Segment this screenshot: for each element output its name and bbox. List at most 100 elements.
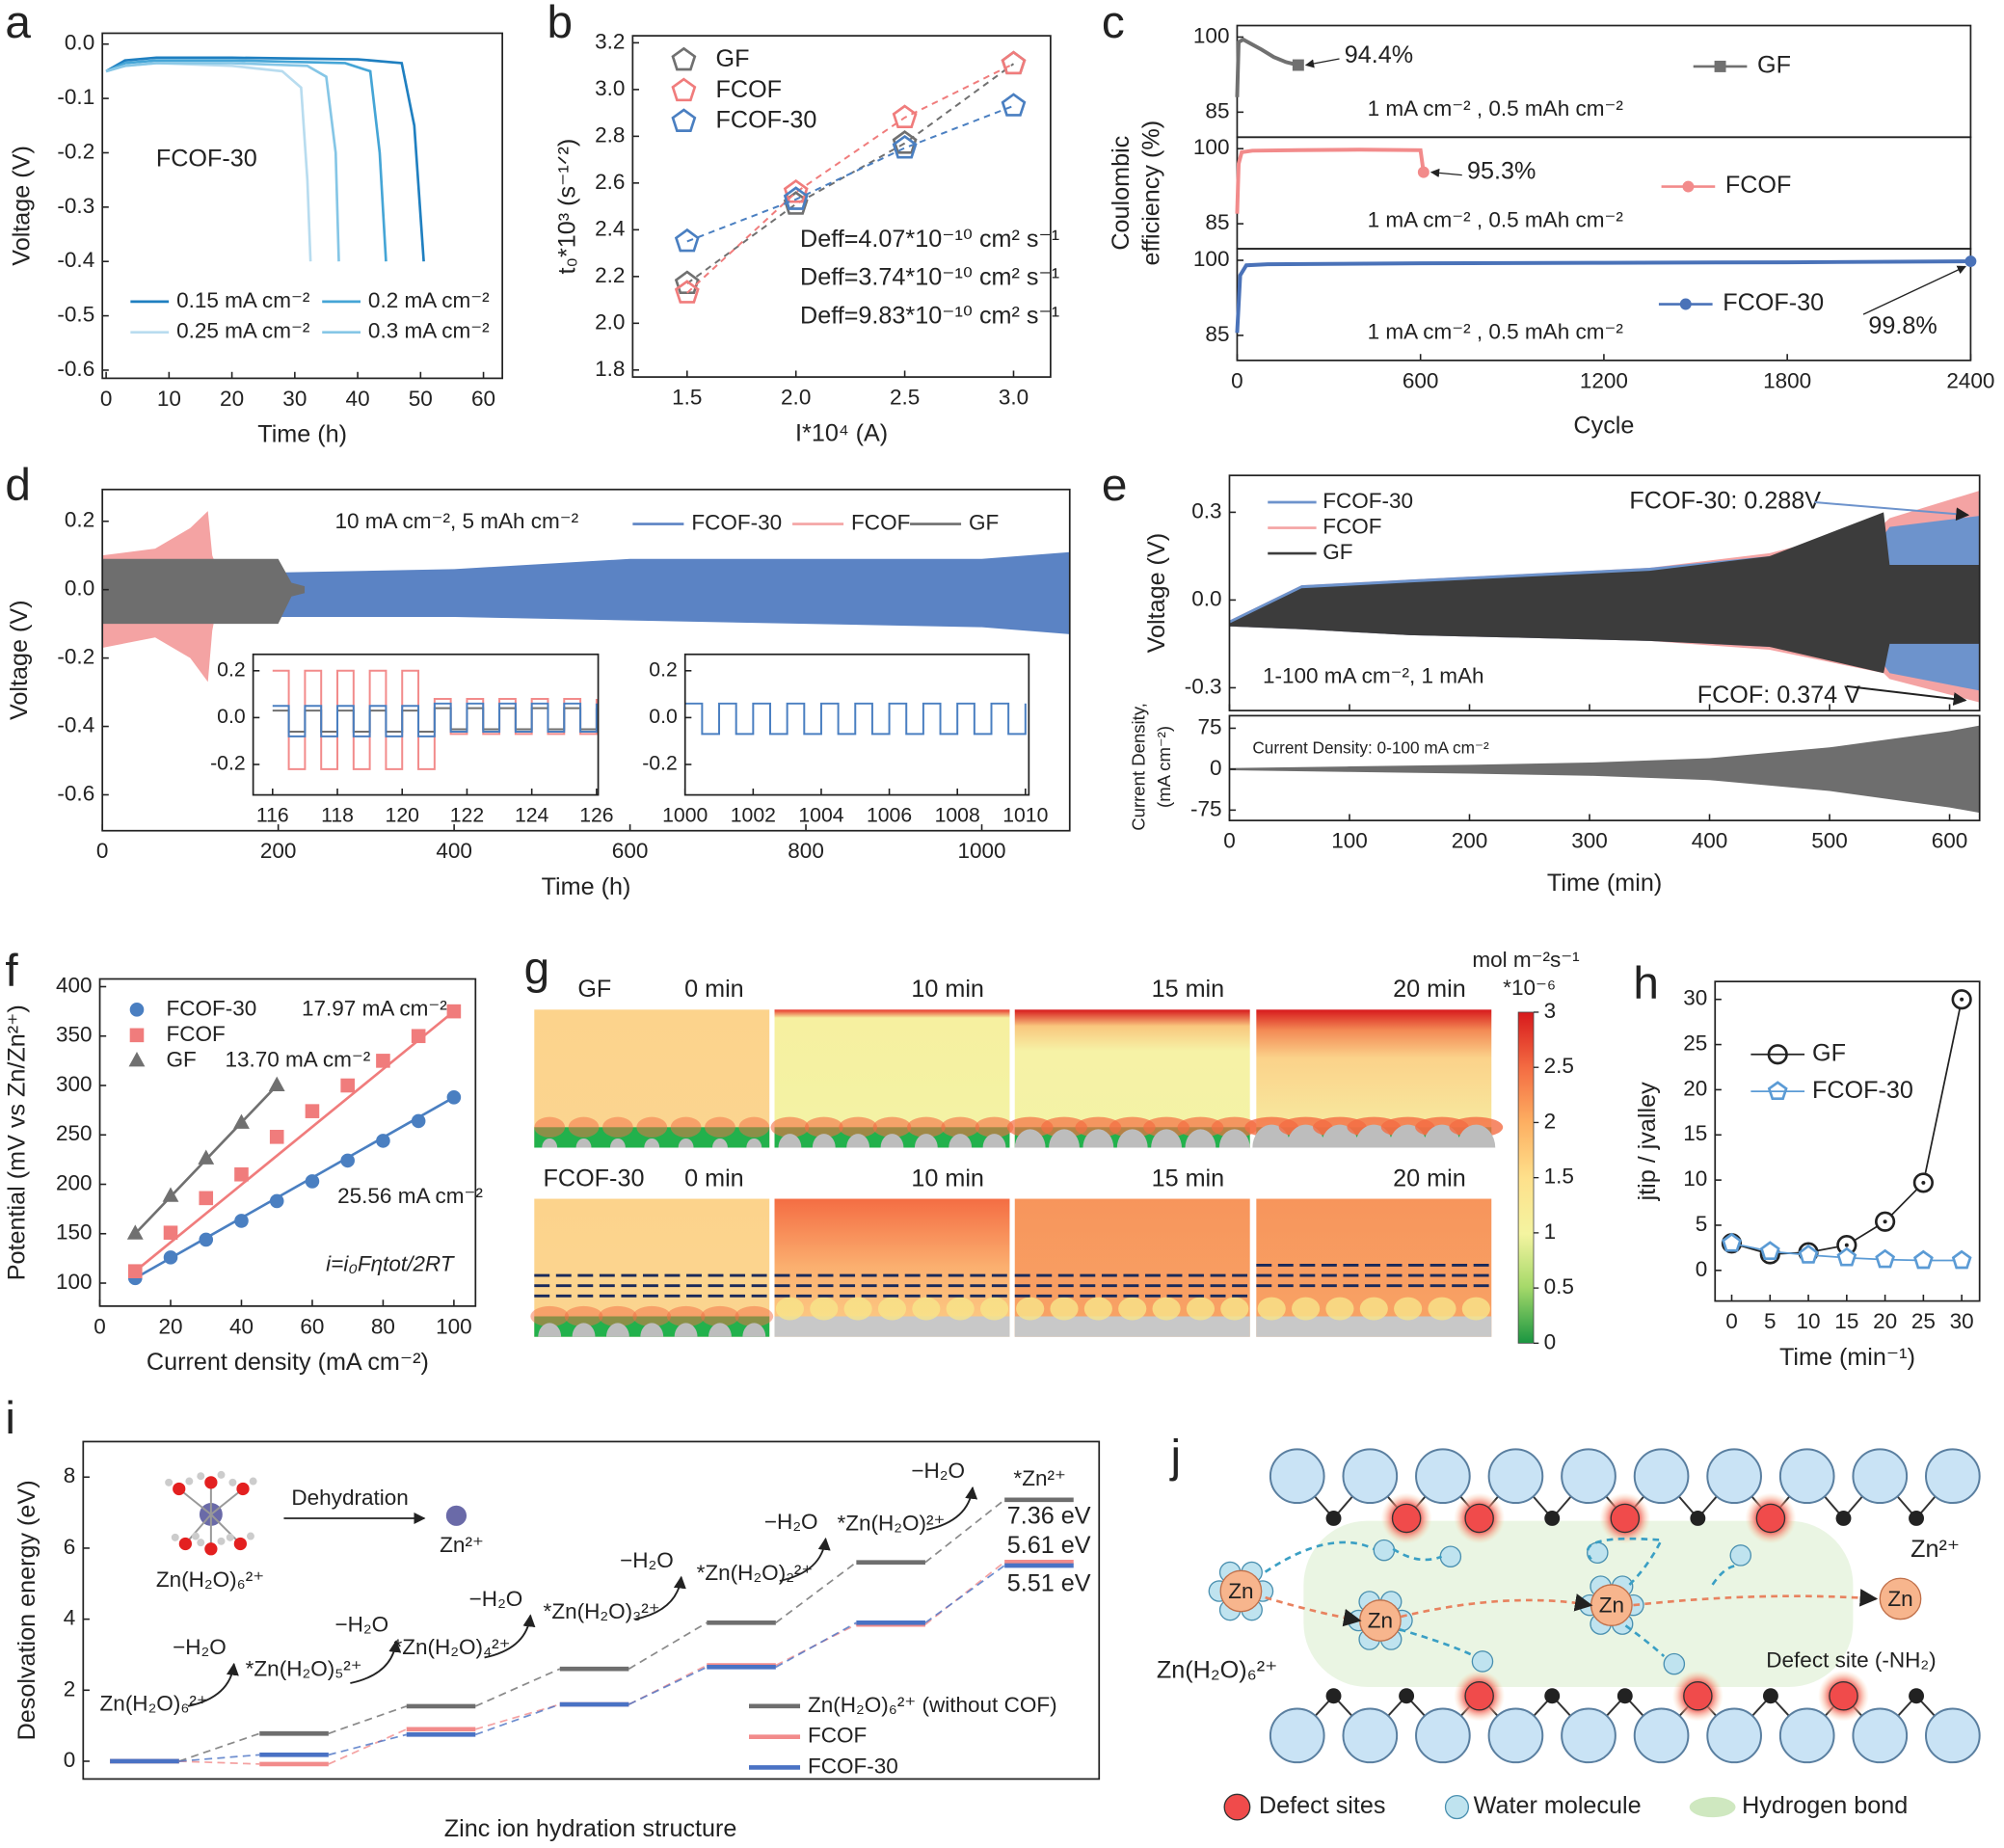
framework-node: [1561, 1707, 1617, 1764]
x-tick-label: 100: [1331, 829, 1368, 853]
framework-node: [1342, 1707, 1399, 1764]
framework-node: [1415, 1448, 1471, 1505]
end-label: 7.36 eV: [1007, 1502, 1091, 1529]
hot-spot: [912, 1297, 941, 1321]
point: [1679, 298, 1692, 310]
plot-frame: [1228, 474, 1981, 711]
x-tick-label: 300: [1571, 829, 1608, 853]
colorbar-label: 1.5: [1544, 1165, 1574, 1189]
process-label: Dehydration: [291, 1486, 408, 1510]
framework-node: [1852, 1707, 1909, 1764]
y-tick-label: 0.0: [649, 706, 677, 728]
bump: [609, 1138, 626, 1148]
y-tick-label: 1.8: [595, 357, 625, 381]
panel-letter: b: [548, 0, 574, 48]
linker-node: [1835, 1511, 1852, 1526]
hot-spot: [1016, 1297, 1045, 1321]
formula: i=i₀Fηtot/2RT: [326, 1251, 456, 1275]
legend-label: Defect sites: [1259, 1792, 1386, 1819]
bump: [1116, 1129, 1148, 1148]
x-tick-label: 600: [1932, 829, 1968, 853]
marker-dot: [1921, 1180, 1926, 1185]
zn-label: Zn: [1368, 1608, 1393, 1632]
band: [1229, 725, 1980, 814]
end-label: 5.61 eV: [1007, 1532, 1091, 1559]
hot-spot: [568, 1116, 600, 1138]
hot-spot: [877, 1297, 907, 1321]
connector: [924, 1565, 1005, 1624]
curve: [1235, 259, 1971, 334]
x-tick-label: 1008: [935, 805, 980, 827]
legend-label: FCOF: [1323, 514, 1381, 538]
bump: [1151, 1129, 1182, 1148]
annotation: Current Density: 0-100 mA cm⁻²: [1252, 737, 1489, 757]
y-tick-label: 2.8: [595, 122, 625, 147]
point: [340, 1078, 355, 1093]
linker-node: [1617, 1688, 1633, 1704]
legend-water: [1444, 1794, 1470, 1820]
connector: [178, 1760, 260, 1765]
bond: [178, 1487, 212, 1515]
y-tick-label: 400: [56, 973, 93, 997]
bump: [1218, 1129, 1250, 1148]
oxygen: [236, 1482, 250, 1496]
free-water: [1663, 1652, 1686, 1675]
legend-label: FCOF-30: [1723, 289, 1824, 316]
bump: [1049, 1129, 1080, 1148]
marker-dot: [1844, 1243, 1849, 1247]
point: [1417, 166, 1430, 178]
point: [892, 134, 918, 159]
hot-spot: [1394, 1297, 1423, 1321]
bump: [678, 1138, 694, 1148]
framework-node: [1487, 1707, 1544, 1764]
hydrated-label: Zn(H₂O)₆²⁺: [1157, 1657, 1278, 1684]
point: [1722, 1232, 1742, 1252]
point: [1913, 1249, 1934, 1270]
framework-node: [1633, 1707, 1690, 1764]
hot-spot: [1177, 1116, 1224, 1138]
hot-spot: [839, 1116, 878, 1138]
legend-label: GF: [716, 45, 750, 72]
point: [305, 1104, 320, 1118]
time-label: 0 min: [684, 976, 744, 1003]
defect-site: [1829, 1680, 1858, 1711]
bump: [708, 1323, 732, 1337]
y-tick-label: 300: [56, 1072, 93, 1096]
legend-label: FCOF: [716, 76, 783, 103]
legend-label: GF: [166, 1047, 196, 1071]
y-tick-label: 6: [64, 1535, 76, 1559]
arrow: [1430, 168, 1462, 178]
x-tick-label: 100: [436, 1314, 472, 1338]
time-label: 20 min: [1393, 1165, 1466, 1192]
zn-path: [1265, 1595, 1362, 1627]
hot-spot: [1041, 1116, 1087, 1138]
colorbar-label: 0: [1544, 1329, 1557, 1353]
point: [892, 130, 918, 154]
hydrogen: [217, 1470, 226, 1479]
point: [128, 1052, 146, 1067]
legend-label: FCOF-30: [166, 996, 256, 1020]
end-label: 95.3%: [1467, 158, 1536, 185]
hot-spot: [601, 1116, 633, 1138]
annotation: 25.56 mA cm⁻²: [337, 1184, 483, 1208]
point: [269, 1130, 284, 1144]
y-tick-label: 85: [1205, 322, 1229, 346]
x-tick-label: 0: [94, 1314, 106, 1338]
point: [1964, 255, 1977, 268]
x-axis-title: Cycle: [1573, 412, 1634, 439]
y-tick-label: 0.2: [649, 658, 677, 681]
hot-spot: [1152, 1297, 1181, 1321]
x-tick-label: 2400: [1946, 368, 1994, 392]
loss-label: −H₂O: [334, 1612, 388, 1636]
annotation: 1-100 mA cm⁻², 1 mAh: [1263, 664, 1484, 688]
x-tick-label: 5: [1764, 1309, 1777, 1333]
defect-site: [1391, 1503, 1422, 1534]
y-tick-label: 0.3: [1191, 498, 1221, 522]
x-tick-label: 0: [1223, 829, 1236, 853]
end-label: 5.51 eV: [1007, 1570, 1091, 1597]
y-tick-label: 3.0: [595, 76, 625, 100]
ion-label: Zn²⁺: [440, 1533, 484, 1557]
step-curve: [684, 702, 1027, 736]
hydrogen: [226, 1533, 234, 1541]
y-tick-label: -0.6: [57, 781, 94, 805]
